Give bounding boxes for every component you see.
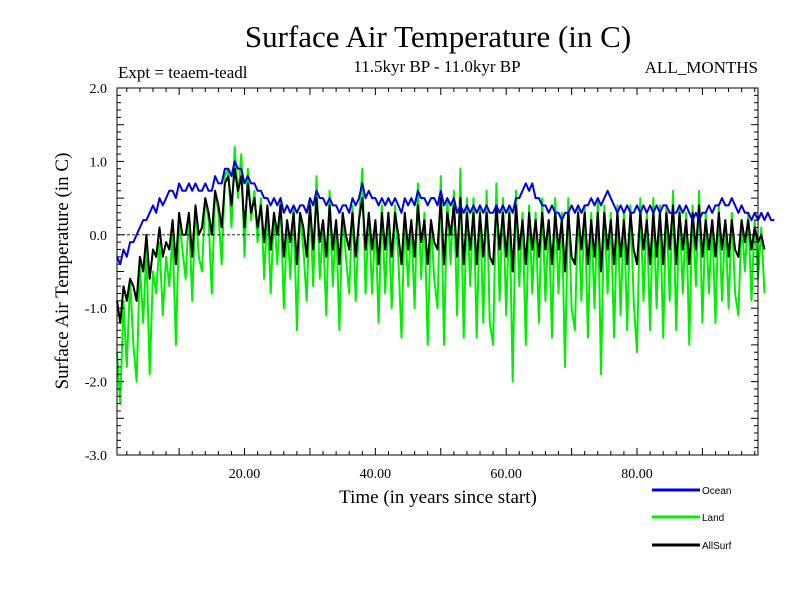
x-tick-label: 40.00 — [360, 467, 392, 482]
chart-subtitle: 11.5kyr BP - 11.0kyr BP — [353, 57, 520, 76]
y-tick-label: -2.0 — [85, 376, 107, 391]
y-tick-label: -3.0 — [85, 449, 107, 464]
series-line-allsurf — [116, 167, 766, 324]
legend: Ocean Land AllSurf — [652, 486, 732, 552]
y-tick-label: -1.0 — [85, 302, 107, 317]
x-tick-label: 20.00 — [229, 467, 261, 482]
chart-title: Surface Air Temperature (in C) — [245, 19, 631, 54]
legend-label-ocean: Ocean — [702, 486, 731, 497]
y-tick-label: 0.0 — [90, 229, 108, 244]
x-tick-label: 60.00 — [490, 467, 522, 482]
y-axis-label: Surface Air Temperature (in C) — [52, 153, 73, 390]
axis-ticks: -3.0 -2.0 -1.0 0.0 1.0 2.0 20.00 40.00 60.00 80.0… — [85, 82, 758, 482]
series-line-land — [116, 145, 766, 405]
series-layer — [116, 145, 775, 405]
experiment-label: Expt = teaem-teadl — [118, 63, 248, 82]
y-tick-label: 2.0 — [90, 82, 108, 97]
x-axis-label: Time (in years since start) — [339, 487, 537, 508]
period-label: ALL_MONTHS — [645, 58, 758, 77]
legend-label-allsurf: AllSurf — [702, 541, 732, 552]
y-tick-label: 1.0 — [90, 155, 108, 170]
series-line-ocean — [116, 160, 775, 266]
legend-label-land: Land — [702, 513, 724, 524]
x-tick-label: 80.00 — [621, 467, 653, 482]
plot-frame — [116, 87, 759, 456]
